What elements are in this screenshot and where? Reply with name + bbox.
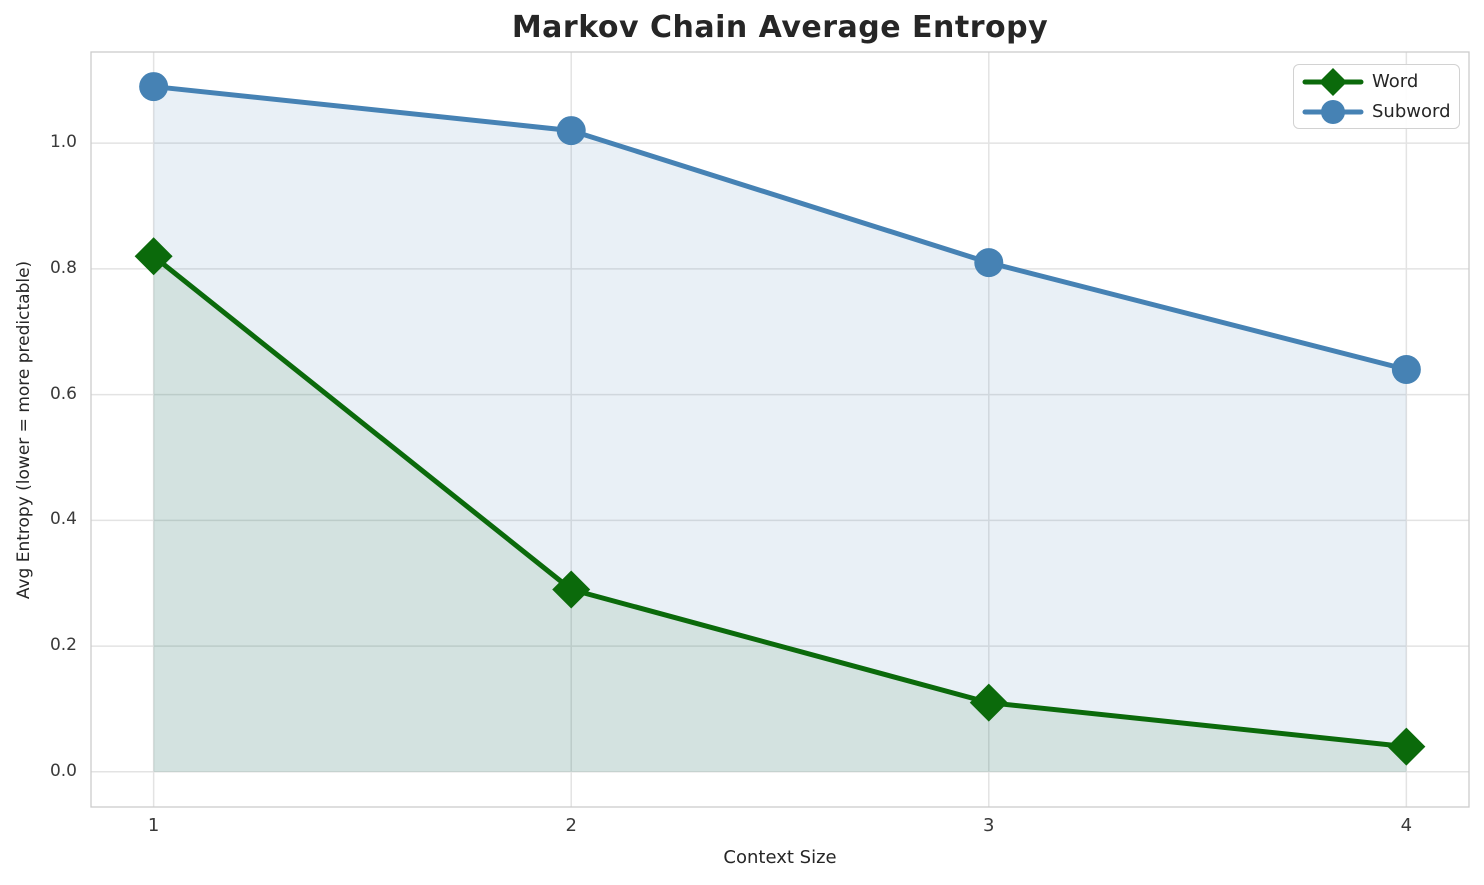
x-tick-label: 3 [983,815,995,836]
y-tick-label: 0.8 [49,257,77,278]
subword-area-fill [153,86,1407,772]
subword-marker [974,248,1004,278]
y-tick-label: 0.0 [49,760,77,781]
legend-label: Subword [1372,101,1451,122]
y-tick-label: 0.2 [49,635,77,656]
plot-spines [90,51,1470,808]
word-line [151,253,1409,750]
y-tick-label: 0.6 [49,383,77,404]
word-marker [134,237,173,276]
word-marker [552,570,591,609]
subword-marker [1391,354,1421,384]
y-tick-label: 1.0 [49,132,77,153]
subword-line [151,84,1409,372]
legend-item-word: Word [1302,67,1451,97]
word-area-fill [153,256,1407,772]
chart-title: Markov Chain Average Entropy [511,10,1049,45]
legend-item-subword: Subword [1302,97,1451,127]
subword-marker [556,116,586,146]
x-tick-label: 2 [565,815,577,836]
legend: Word Subword [1293,64,1460,129]
circle-icon [1302,99,1364,124]
word-marker [969,683,1008,722]
y-axis-label: Avg Entropy (lower = more predictable) [14,260,34,600]
x-tick-label: 4 [1400,815,1413,836]
y-tick-label: 0.4 [49,509,77,530]
diamond-icon [1302,67,1364,96]
legend-label: Word [1372,71,1419,92]
x-tick-label: 1 [147,815,160,836]
word-marker [1387,727,1426,766]
subword-marker [139,72,169,102]
x-axis-label: Context Size [723,847,837,868]
